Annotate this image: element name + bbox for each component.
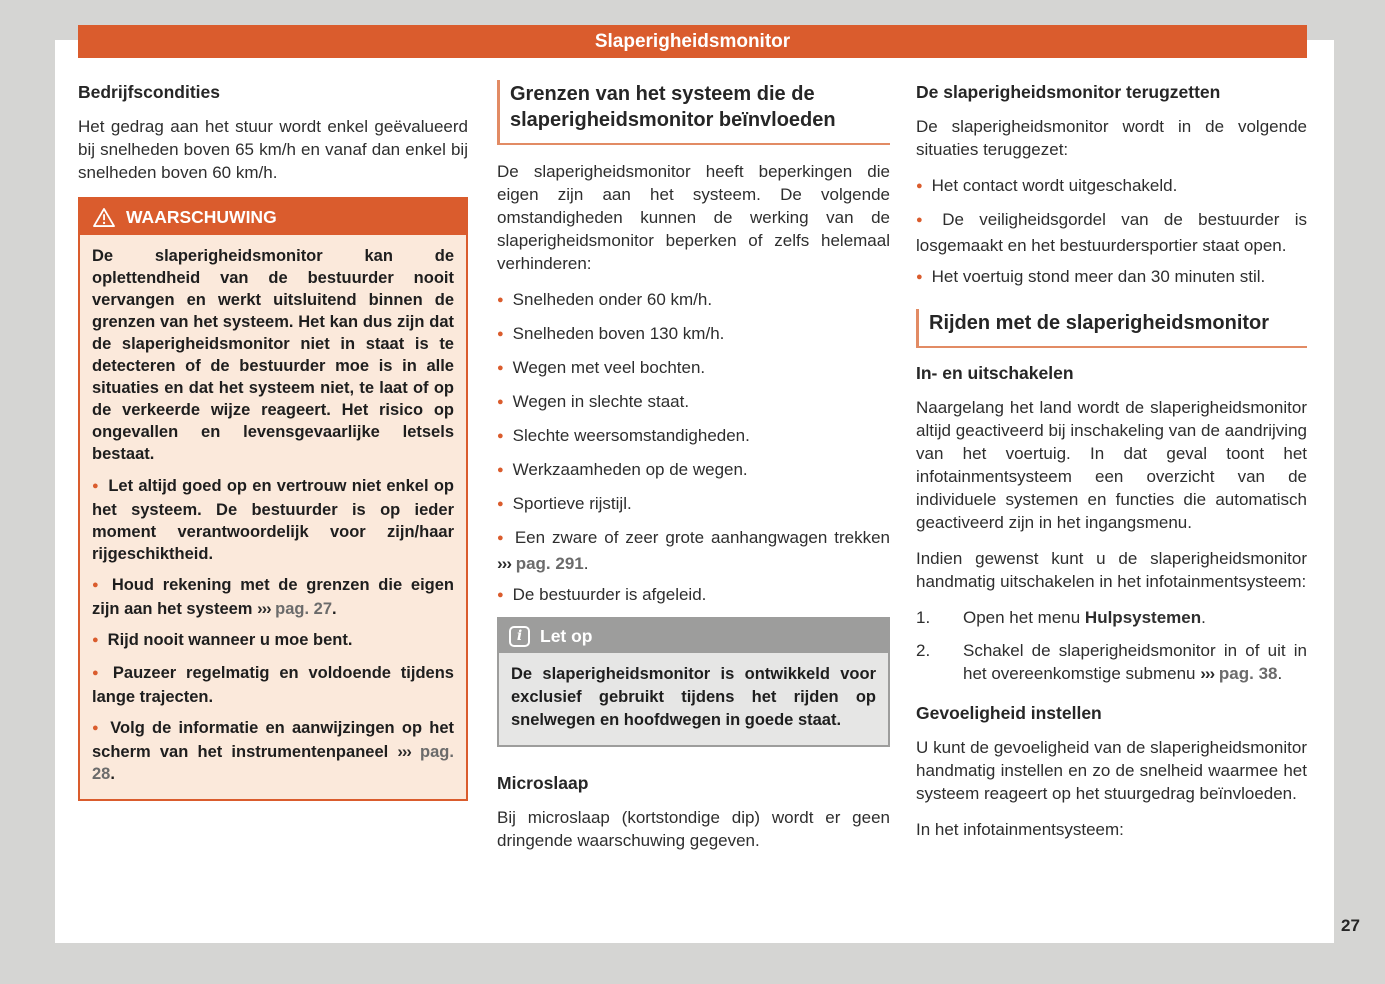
limit-bullet: De bestuurder is afgeleid. — [497, 583, 890, 609]
page-title: Slaperigheidsmonitor — [594, 30, 791, 52]
limit-bullet: Een zware of zeer grote aanhangwagen tre… — [497, 526, 890, 575]
column-right: De slaperigheidsmonitor terugzetten De s… — [916, 82, 1307, 854]
note-box: Let op De slaperigheidsmonitor is ontwik… — [497, 617, 890, 747]
reset-heading: De slaperigheidsmonitor terugzetten — [916, 82, 1221, 102]
limit-bullet: Wegen in slechte staat. — [497, 390, 890, 416]
warning-title: WAARSCHUWING — [126, 206, 277, 227]
middle-intro-paragraph: De slaperigheidsmonitor heeft beperkinge… — [497, 162, 890, 273]
microsleep-paragraph: Bij microslaap (kortstondige dip) wordt … — [497, 808, 890, 850]
column-left: Bedrijfscondities Het gedrag aan het stu… — [78, 82, 468, 801]
limit-bullet: Snelheden onder 60 km/h. — [497, 288, 890, 314]
note-box-body: De slaperigheidsmonitor is ontwikkeld vo… — [499, 653, 888, 745]
onoff-heading: In- en uitschakelen — [916, 363, 1074, 383]
info-icon — [509, 625, 530, 647]
microsleep-heading: Microslaap — [497, 773, 589, 793]
reset-bullet: Het voertuig stond meer dan 30 minuten s… — [916, 265, 1307, 291]
warning-bullet: Volg de informatie en aanwijzingen op he… — [92, 717, 454, 785]
left-heading: Bedrijfscondities — [78, 82, 220, 102]
onoff-paragraph-2: Indien gewenst kunt u de slaperigheidsmo… — [916, 549, 1307, 591]
warning-bullet: Rijd nooit wanneer u moe bent. — [92, 629, 454, 653]
sensitivity-paragraph: U kunt de gevoeligheid van de slaperighe… — [916, 738, 1307, 803]
note-paragraph: De slaperigheidsmonitor is ontwikkeld vo… — [511, 665, 876, 729]
page-number: 27 — [1341, 916, 1360, 935]
limit-bullet: Snelheden boven 130 km/h. — [497, 322, 890, 348]
limit-bullet: Wegen met veel bochten. — [497, 356, 890, 382]
section-heading-system-limits: Grenzen van het systeem die de slaperigh… — [497, 80, 890, 145]
step-text: Schakel de slaperigheidsmonitor in of ui… — [963, 641, 1307, 683]
page-reference-arrows: ››› — [397, 743, 412, 761]
page-reference-arrows: ››› — [497, 554, 512, 573]
page-header-bar: Slaperigheidsmonitor — [78, 25, 1307, 58]
column-middle: Grenzen van het systeem die de slaperigh… — [497, 80, 890, 865]
section-heading-driving: Rijden met de slaperigheidsmonitor — [916, 309, 1307, 348]
reset-intro-paragraph: De slaperigheidsmonitor wordt in de volg… — [916, 117, 1307, 159]
note-title: Let op — [540, 625, 593, 646]
onoff-paragraph-1: Naargelang het land wordt de slaperighei… — [916, 398, 1307, 532]
step-item: 1. Open het menu Hulpsystemen. — [916, 606, 1307, 629]
sensitivity-heading: Gevoeligheid instellen — [916, 703, 1102, 723]
warning-box-header: WAARSCHUWING — [80, 199, 466, 235]
left-intro-paragraph: Het gedrag aan het stuur wordt enkel geë… — [78, 117, 468, 182]
warning-bullet: Pauzeer regelmatig en voldoende tijdens … — [92, 662, 454, 708]
reset-bullet: De veiligheidsgordel van de bestuurder i… — [916, 208, 1307, 257]
limit-bullet: Slechte weersomstandigheden. — [497, 424, 890, 450]
step-number: 1. — [916, 608, 931, 627]
warning-bullet: Let altijd goed op en vertrouw niet enke… — [92, 475, 454, 565]
warning-bullet: Houd rekening met de grenzen die eigen z… — [92, 574, 454, 620]
note-box-header: Let op — [499, 619, 888, 653]
step-item: 2. Schakel de slaperigheidsmonitor in of… — [916, 639, 1307, 685]
limit-bullet: Werkzaamheden op de wegen. — [497, 458, 890, 484]
page-reference: pag. 291 — [510, 554, 584, 573]
warning-box-body: De slaperigheidsmonitor kan de oplettend… — [80, 235, 466, 799]
page-reference: pag. 27 — [270, 600, 333, 618]
warning-triangle-icon — [92, 207, 116, 228]
warning-box: WAARSCHUWING De slaperigheidsmonitor kan… — [78, 197, 468, 801]
step-text: Open het menu Hulpsystemen. — [963, 608, 1206, 627]
page-reference-arrows: ››› — [257, 600, 272, 618]
menu-name: Hulpsystemen — [1084, 608, 1202, 627]
infotainment-paragraph: In het infotainmentsysteem: — [916, 820, 1124, 839]
page-reference-arrows: ››› — [1200, 664, 1215, 683]
page-reference: pag. 28 — [92, 743, 454, 783]
reset-bullet: Het contact wordt uitgeschakeld. — [916, 174, 1307, 200]
warning-paragraph: De slaperigheidsmonitor kan de oplettend… — [92, 247, 454, 463]
page-reference: pag. 38 — [1214, 664, 1278, 683]
step-number: 2. — [916, 641, 931, 660]
limit-bullet: Sportieve rijstijl. — [497, 492, 890, 518]
